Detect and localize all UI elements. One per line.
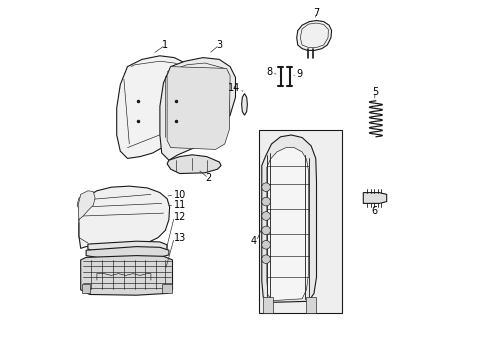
Polygon shape (86, 247, 168, 258)
Circle shape (261, 197, 270, 206)
Polygon shape (79, 186, 169, 248)
Text: 2: 2 (205, 173, 211, 183)
Text: 1: 1 (162, 40, 168, 50)
Polygon shape (78, 191, 95, 220)
Polygon shape (363, 193, 386, 203)
Text: 6: 6 (371, 206, 377, 216)
Polygon shape (305, 297, 316, 313)
Circle shape (261, 212, 270, 220)
Polygon shape (88, 241, 167, 253)
Text: 10: 10 (174, 190, 186, 200)
Bar (258, 130, 341, 313)
Polygon shape (296, 21, 331, 50)
Polygon shape (241, 94, 247, 115)
Polygon shape (77, 194, 88, 209)
Circle shape (261, 226, 270, 235)
Text: 14: 14 (227, 83, 240, 93)
Text: 9: 9 (296, 69, 302, 79)
Text: 3: 3 (216, 40, 222, 50)
Circle shape (261, 240, 270, 249)
Circle shape (261, 255, 270, 264)
Polygon shape (160, 58, 235, 160)
Polygon shape (262, 297, 273, 313)
Text: 12: 12 (174, 212, 186, 222)
Text: 13: 13 (174, 233, 186, 243)
Polygon shape (117, 56, 192, 158)
Text: 7: 7 (313, 8, 319, 18)
Polygon shape (167, 155, 221, 174)
Circle shape (261, 183, 270, 192)
Text: 11: 11 (174, 200, 186, 210)
Polygon shape (81, 256, 172, 295)
Text: 5: 5 (371, 87, 377, 97)
Polygon shape (167, 67, 230, 149)
Polygon shape (81, 284, 89, 293)
Text: 8: 8 (265, 67, 272, 77)
Polygon shape (162, 284, 171, 293)
Text: 4: 4 (250, 236, 256, 246)
Polygon shape (266, 148, 308, 301)
Polygon shape (261, 135, 316, 302)
